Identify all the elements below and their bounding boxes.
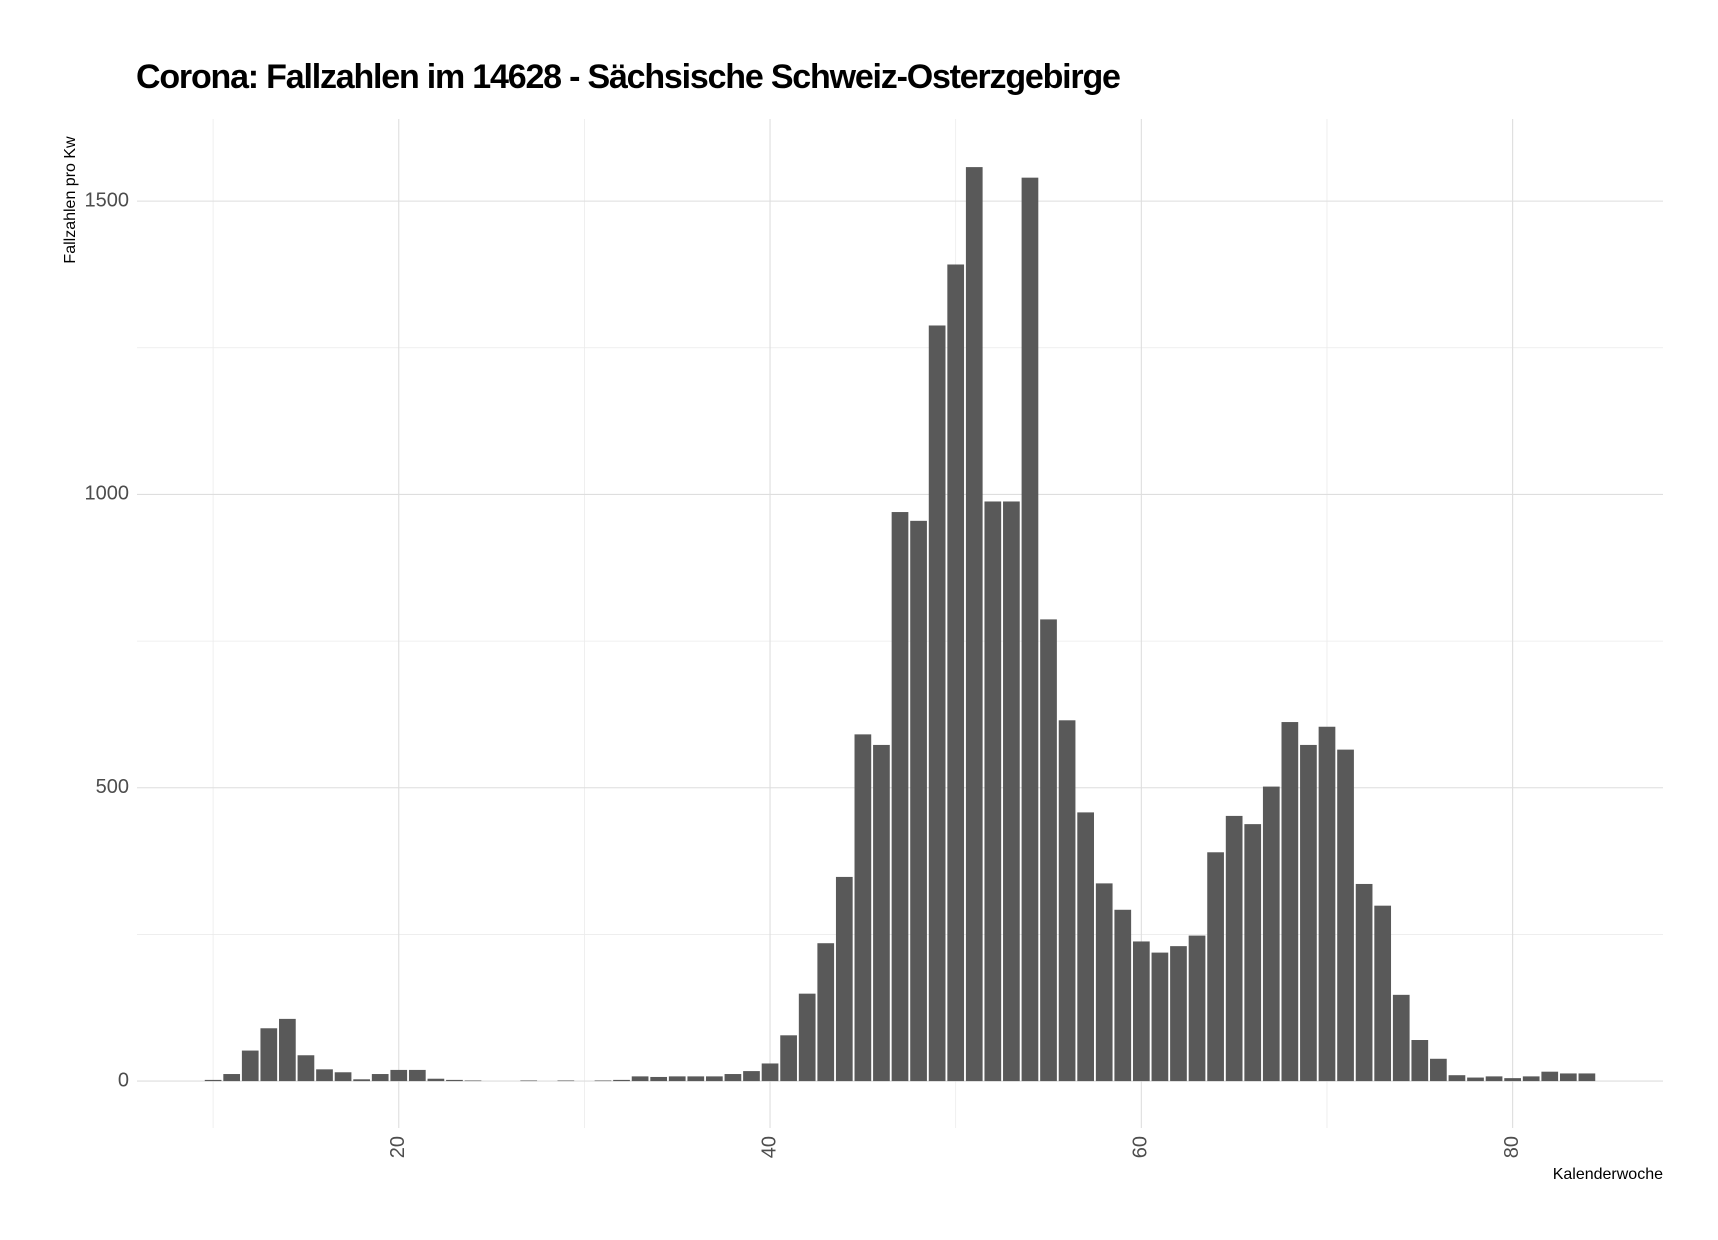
bar [1578, 1073, 1596, 1082]
bar [891, 512, 909, 1082]
x-tick-label: 40 [758, 1136, 780, 1158]
bar [279, 1018, 296, 1082]
x-tick-label: 20 [387, 1136, 409, 1158]
bar [1170, 946, 1187, 1082]
bar [1522, 1076, 1540, 1082]
y-tick-label: 1000 [85, 483, 130, 505]
bar [223, 1074, 241, 1082]
bar [1003, 501, 1020, 1082]
bar [1541, 1071, 1559, 1082]
bar [817, 943, 835, 1082]
x-tick-label: 60 [1130, 1136, 1152, 1158]
x-axis-title: Kalenderwoche [1553, 1166, 1663, 1183]
bar [743, 1071, 760, 1082]
bar [353, 1079, 370, 1082]
y-tick-label: 1500 [85, 189, 130, 211]
bar [706, 1076, 723, 1082]
bar [1337, 749, 1354, 1082]
bar [408, 1069, 426, 1082]
bar [204, 1079, 222, 1082]
bar [594, 1080, 612, 1082]
bar [650, 1076, 668, 1082]
bar [984, 501, 1002, 1082]
bar [316, 1069, 333, 1082]
bar [965, 167, 983, 1082]
bar [1374, 905, 1392, 1082]
bar [1188, 935, 1206, 1082]
bar [854, 734, 872, 1082]
bar [371, 1074, 389, 1082]
bar [1262, 786, 1280, 1082]
bar [687, 1076, 705, 1082]
bar [1467, 1077, 1484, 1082]
bar [557, 1080, 575, 1082]
bar [260, 1028, 278, 1082]
y-tick-label: 500 [96, 776, 129, 798]
bar [613, 1079, 630, 1082]
bar [724, 1074, 742, 1082]
bar [520, 1080, 538, 1082]
bar [1281, 722, 1299, 1082]
bar [835, 876, 853, 1082]
bar [1430, 1058, 1447, 1082]
x-tick-label: 80 [1501, 1136, 1523, 1158]
bar [1225, 815, 1243, 1082]
bar [464, 1080, 482, 1082]
bar [1151, 952, 1169, 1082]
bar [1504, 1078, 1521, 1082]
bar [1300, 744, 1317, 1082]
bar [1040, 619, 1057, 1082]
bar [446, 1079, 463, 1082]
bar [334, 1072, 352, 1082]
bar [241, 1050, 259, 1082]
bar [873, 744, 890, 1082]
bar [1485, 1076, 1503, 1082]
y-axis-title: Fallzahlen pro Kw [62, 136, 79, 264]
bar [1448, 1075, 1466, 1082]
bar [1411, 1040, 1429, 1082]
bar [1095, 883, 1113, 1082]
bar [1021, 177, 1039, 1082]
bar [1077, 812, 1094, 1082]
bar [1559, 1073, 1577, 1082]
bar [1355, 883, 1373, 1082]
bar [1114, 909, 1132, 1082]
bar [947, 264, 965, 1082]
bar [1392, 994, 1410, 1082]
bar [427, 1078, 445, 1082]
y-tick-label: 0 [118, 1069, 129, 1091]
bar [1132, 941, 1150, 1082]
bar [798, 993, 816, 1082]
bar [780, 1035, 797, 1082]
bar [928, 325, 946, 1082]
bar [910, 520, 927, 1082]
bar [1318, 726, 1336, 1082]
bar [1244, 824, 1262, 1082]
bar [668, 1076, 686, 1082]
bar [390, 1069, 408, 1082]
bar [631, 1076, 649, 1082]
bar [1207, 852, 1224, 1082]
bar [761, 1063, 779, 1082]
chart-title: Corona: Fallzahlen im 14628 - Sächsische… [136, 58, 1120, 96]
bar [1058, 720, 1076, 1082]
bar [297, 1055, 315, 1082]
